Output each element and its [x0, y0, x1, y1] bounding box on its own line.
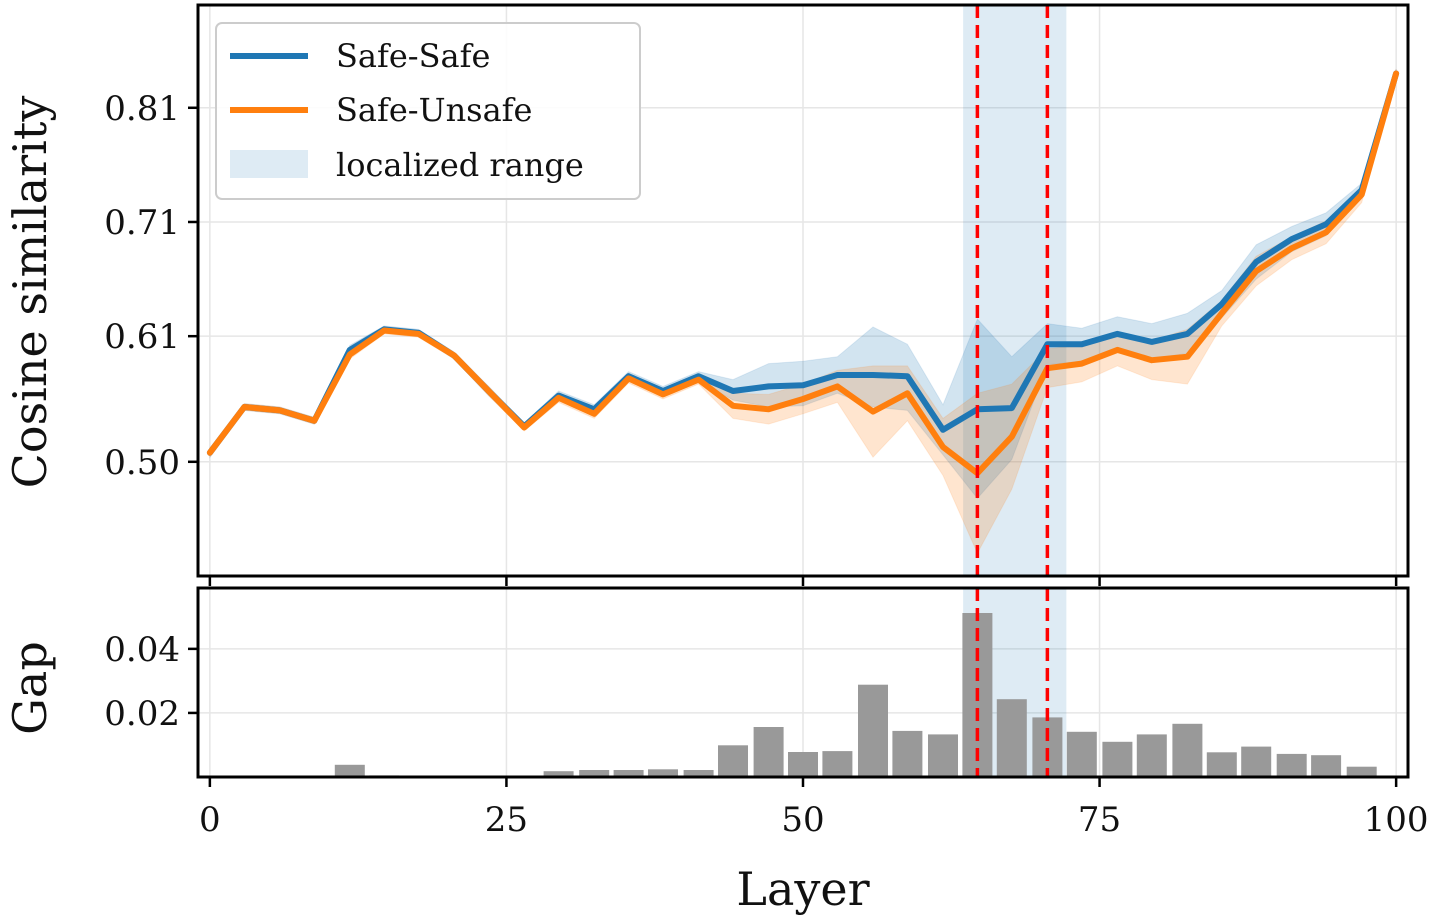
gap-bar: [613, 770, 644, 777]
legend-swatch-localized-range: [230, 150, 308, 178]
legend: Safe-Safe Safe-Unsafe localized range: [215, 22, 641, 200]
top-y-tick-label: 0.81: [104, 89, 180, 129]
legend-label-safe-safe: Safe-Safe: [336, 37, 490, 75]
gap-bar: [788, 752, 818, 777]
gap-bar: [892, 730, 923, 777]
gap-bar: [996, 699, 1027, 777]
marker-lines-bottom: [975, 588, 1050, 777]
gap-bar: [1241, 746, 1272, 777]
legend-label-safe-unsafe: Safe-Unsafe: [336, 91, 532, 129]
localized-range-band-top: [963, 5, 1067, 576]
x-axis-title: Layer: [736, 862, 869, 916]
x-tick-label: 100: [1364, 800, 1429, 840]
x-tick-label: 0: [199, 800, 221, 840]
legend-label-localized-range: localized range: [336, 146, 584, 184]
top-y-tick-label: 0.61: [104, 317, 180, 357]
gap-bar: [822, 751, 853, 777]
gap-bar: [718, 745, 748, 777]
gap-bar: [1311, 755, 1342, 777]
bottom-y-tick-label: 0.02: [104, 694, 180, 734]
localized-range-rect-top: [963, 5, 1067, 576]
x-tick-label: 75: [1078, 800, 1121, 840]
series-lines: [206, 70, 1400, 477]
gap-bar: [648, 769, 678, 777]
gap-bar: [1276, 753, 1307, 777]
gap-bar: [1346, 766, 1377, 777]
legend-frame: [215, 22, 641, 200]
gap-bar: [579, 770, 610, 777]
x-tick-label: 25: [485, 800, 528, 840]
gap-bar: [1102, 741, 1133, 777]
bottom-y-tick-label: 0.04: [104, 630, 180, 670]
top-y-tick-label: 0.71: [104, 203, 180, 243]
top-y-ticks: 0.50 0.61 0.71 0.81: [104, 89, 198, 483]
marker-lines-top: [975, 5, 1050, 576]
line-safe-unsafe: [206, 70, 1400, 477]
gap-bar: [1136, 734, 1167, 777]
gap-bar: [1066, 731, 1097, 777]
bottom-x-ticks: 0 25 50 75 100: [199, 777, 1429, 840]
x-tick-label: 50: [781, 800, 824, 840]
gap-bar: [334, 764, 365, 777]
gap-bar: [928, 734, 958, 777]
gap-bars: [198, 613, 1408, 777]
bottom-y-ticks: 0.02 0.04: [104, 630, 198, 734]
bottom-grid: [198, 588, 1408, 777]
top-y-tick-label: 0.50: [104, 443, 180, 483]
gap-bar: [1172, 723, 1203, 777]
gap-bar: [1206, 752, 1237, 777]
gap-bar: [1032, 717, 1063, 777]
top-x-ticks: [208, 576, 1398, 586]
gap-bar: [753, 727, 784, 777]
gap-bar: [683, 770, 714, 777]
top-y-axis-title: Cosine similarity: [3, 96, 57, 489]
gap-bar: [858, 684, 888, 777]
bottom-y-axis-title: Gap: [3, 641, 57, 735]
gap-bar: [543, 771, 574, 777]
